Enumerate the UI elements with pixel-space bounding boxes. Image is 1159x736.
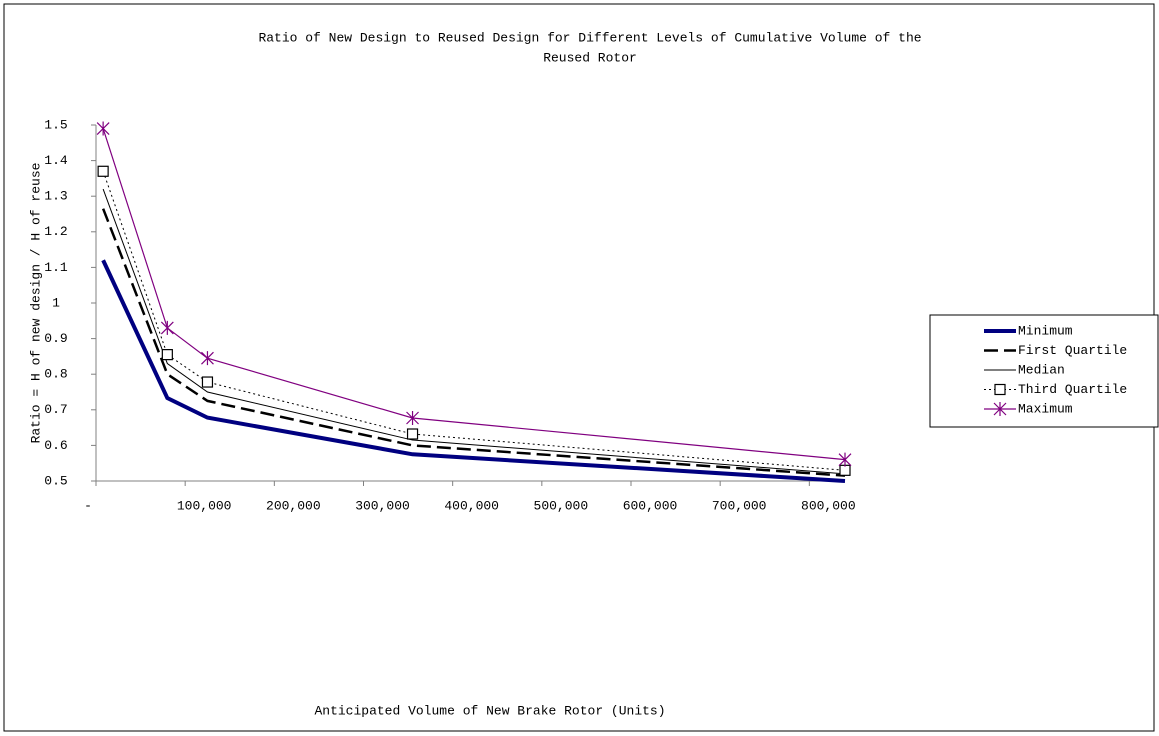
series-line <box>101 208 846 477</box>
y-tick-label: 1.1 <box>44 260 68 275</box>
legend-label: First Quartile <box>1018 343 1127 358</box>
x-tick-label: 200,000 <box>266 498 321 513</box>
y-tick-label: 0.7 <box>44 402 67 417</box>
y-tick-label: 1.4 <box>44 153 68 168</box>
y-tick-label: 0.6 <box>44 438 67 453</box>
legend-label: Minimum <box>1018 323 1073 338</box>
x-tick-label: 300,000 <box>355 498 410 513</box>
legend-box <box>929 314 1159 428</box>
marker <box>160 320 174 335</box>
x-tick-label: 100,000 <box>177 498 232 513</box>
x-tick-label: 600,000 <box>623 498 678 513</box>
legend-marker <box>993 402 1007 416</box>
y-tick-label: 0.8 <box>44 367 67 382</box>
y-tick-label: 1.3 <box>44 189 67 204</box>
y-tick-label: 1 <box>52 295 60 310</box>
y-tick-label: 1.2 <box>44 224 67 239</box>
legend-label: Maximum <box>1018 401 1073 416</box>
x-tick-label: 500,000 <box>534 498 589 513</box>
marker <box>839 464 851 476</box>
x-tick-label: 400,000 <box>444 498 499 513</box>
marker <box>96 121 110 136</box>
series-line <box>101 259 846 483</box>
marker <box>406 410 419 425</box>
y-tick-label: 0.5 <box>44 473 67 488</box>
legend-label: Third Quartile <box>1018 382 1127 397</box>
marker <box>97 165 109 177</box>
chart-title: Reused Rotor <box>543 50 637 65</box>
marker <box>201 351 214 366</box>
x-axis-label: Anticipated Volume of New Brake Rotor (U… <box>314 703 665 718</box>
y-axis-label: Ratio = H of new design / H of reuse <box>28 163 43 444</box>
marker <box>201 376 214 388</box>
marker <box>161 349 173 361</box>
legend-marker <box>994 383 1006 396</box>
x-tick-label: 700,000 <box>712 498 767 513</box>
x-tick-label: 800,000 <box>801 498 856 513</box>
series-line <box>102 188 846 475</box>
legend-label: Median <box>1018 362 1065 377</box>
x-tick-label: - <box>84 498 92 513</box>
marker <box>406 428 419 440</box>
y-tick-label: 0.9 <box>44 331 67 346</box>
marker <box>838 452 852 467</box>
chart-title: Ratio of New Design to Reused Design for… <box>258 30 921 45</box>
y-tick-label: 1.5 <box>44 117 67 132</box>
